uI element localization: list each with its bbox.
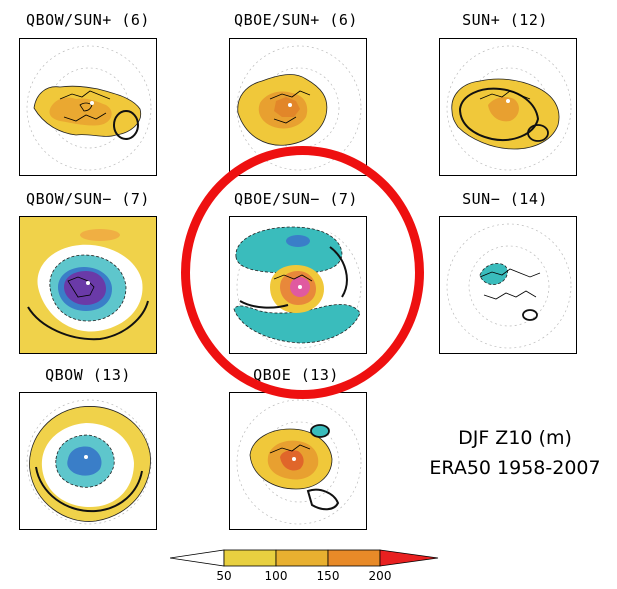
panel-title-qbow: QBOW (13) [45,366,131,384]
colorbar-tick-200: 200 [368,569,392,583]
map-qboe-sun-plus [229,38,367,176]
colorbar-tick-150: 150 [316,569,340,583]
map-qbow [19,392,157,530]
colorbar-tick-100: 100 [264,569,288,583]
map-sun-plus [439,38,577,176]
panel-title-qbow-sun-plus: QBOW/SUN+ (6) [26,11,150,29]
map-sun-minus [439,216,577,354]
colorbar-seg-3 [327,549,381,567]
colorbar-seg-0 [170,549,225,567]
map-qbow-sun-plus [19,38,157,176]
colorbar-seg-1 [223,549,277,567]
panel-title-sun-minus: SUN− (14) [462,190,548,208]
colorbar-tick-50: 50 [216,569,232,583]
label-line-2: ERA50 1958-2007 [429,457,601,479]
map-qboe [229,392,367,530]
figure-label: DJF Z10 (m) ERA50 1958-2007 [420,423,610,483]
colorbar [170,549,439,567]
panel-title-qboe-sun-plus: QBOE/SUN+ (6) [234,11,358,29]
panel-title-qboe-sun-minus: QBOE/SUN− (7) [234,190,358,208]
panel-title-sun-plus: SUN+ (12) [462,11,548,29]
panel-title-qboe: QBOE (13) [253,366,339,384]
map-qboe-sun-minus [229,216,367,354]
map-qbow-sun-minus [19,216,157,354]
colorbar-seg-2 [275,549,329,567]
colorbar-seg-4 [379,549,439,567]
label-line-1: DJF Z10 (m) [458,427,572,449]
panel-title-qbow-sun-minus: QBOW/SUN− (7) [26,190,150,208]
